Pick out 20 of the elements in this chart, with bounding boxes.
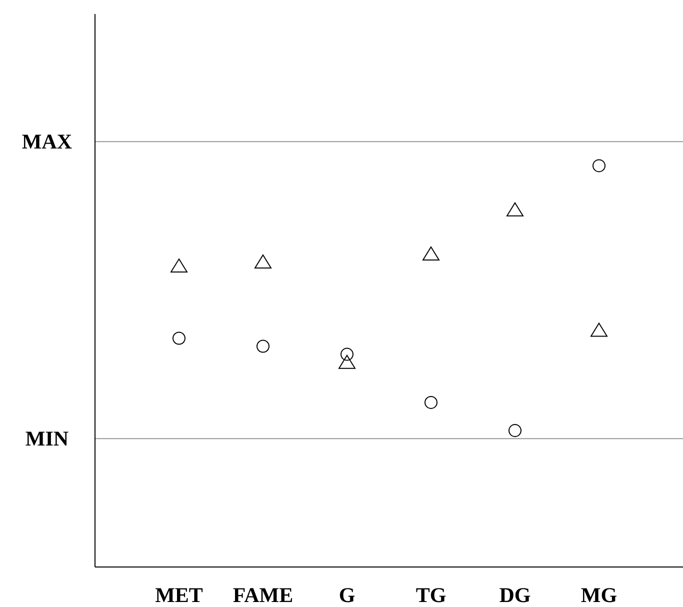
point (254, 254, 272, 269)
point (170, 258, 188, 273)
point (338, 354, 356, 369)
x-tick-label: MET (155, 583, 203, 607)
point (422, 246, 440, 260)
point (506, 202, 524, 216)
point (508, 424, 522, 438)
point (592, 159, 606, 172)
x-tick-label: FAME (232, 583, 294, 607)
point (256, 340, 270, 353)
point (340, 348, 354, 361)
x-tick-label: MG (580, 583, 618, 607)
point (424, 396, 438, 409)
x-tick-label: G (338, 583, 356, 607)
x-tick-label: TG (416, 583, 446, 607)
ref-line-label: MAX (22, 130, 72, 154)
x-tick-label: DG (499, 583, 531, 607)
point (172, 332, 186, 345)
ref-line-label: MIN (25, 426, 69, 451)
point (590, 322, 608, 337)
